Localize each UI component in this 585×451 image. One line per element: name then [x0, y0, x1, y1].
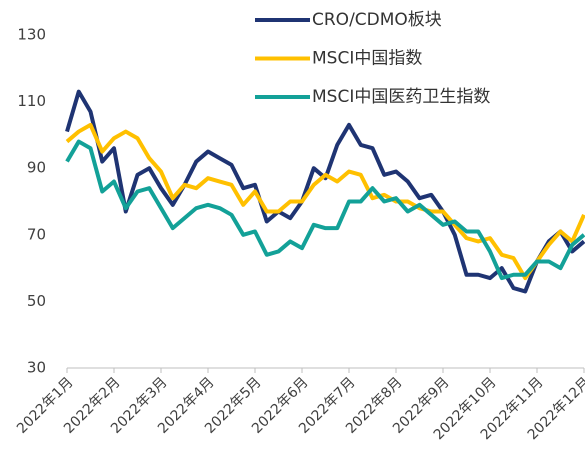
- line-series: [65, 122, 585, 281]
- y-tick-label: 30: [27, 359, 46, 377]
- legend-label: MSCI中国医药卫生指数: [312, 87, 490, 107]
- legend-label: CRO/CDMO板块: [312, 10, 442, 30]
- y-tick-label: 50: [27, 292, 46, 310]
- y-tick-label: 70: [27, 225, 46, 243]
- y-tick-label: 130: [17, 26, 46, 44]
- line-series: [65, 139, 585, 281]
- y-tick-label: 90: [27, 159, 46, 177]
- y-tick-label: 110: [17, 92, 46, 110]
- legend-label: MSCI中国指数: [312, 49, 422, 69]
